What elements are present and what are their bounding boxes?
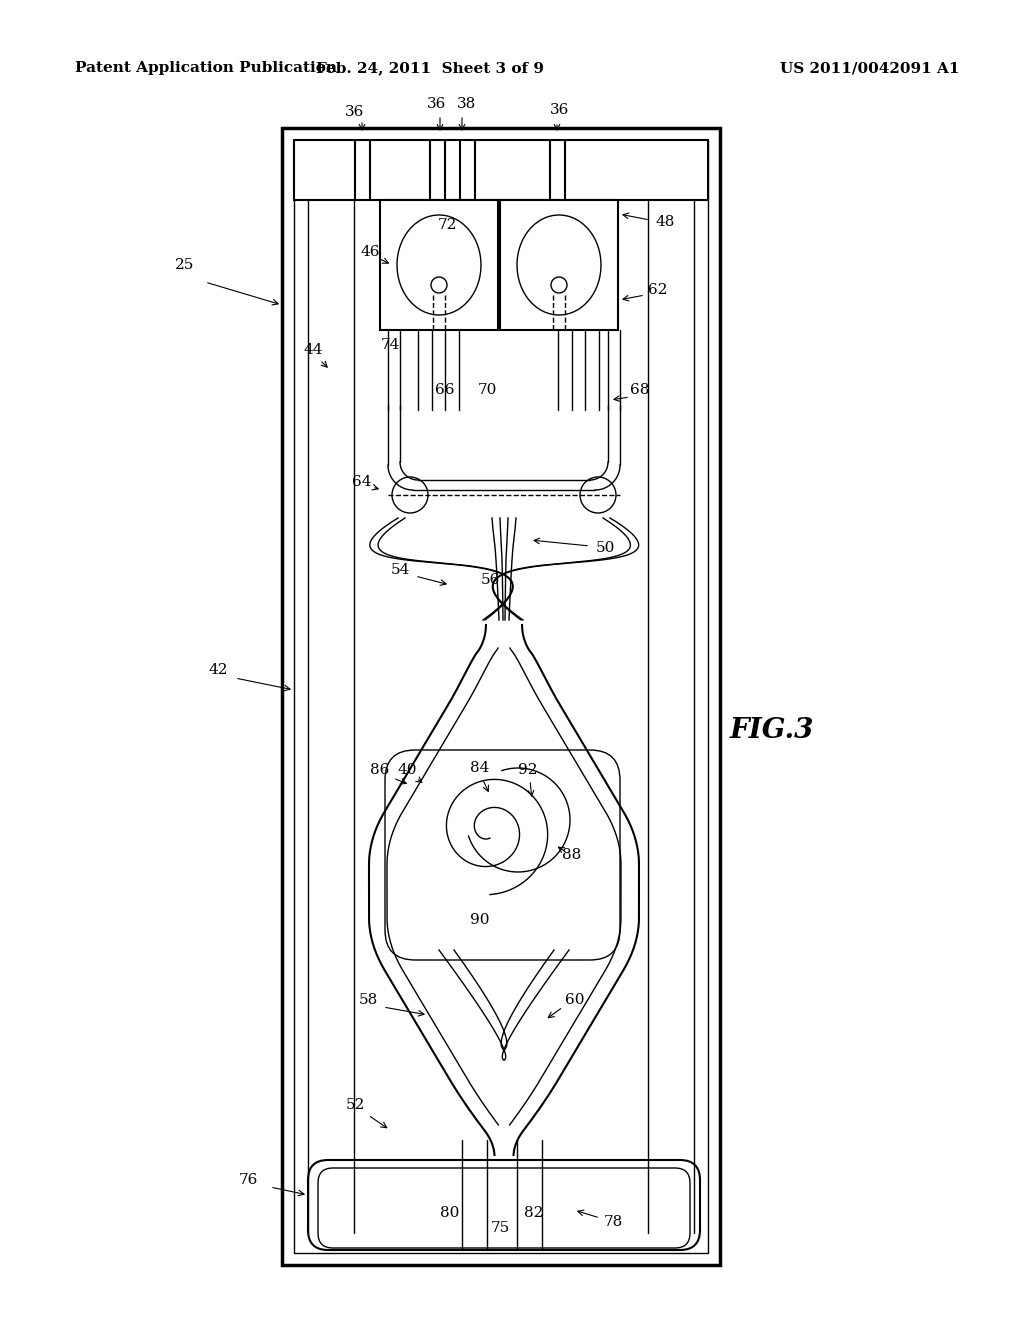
Text: 72: 72 bbox=[437, 218, 457, 232]
Text: US 2011/0042091 A1: US 2011/0042091 A1 bbox=[780, 61, 959, 75]
Text: 56: 56 bbox=[480, 573, 500, 587]
Circle shape bbox=[580, 477, 616, 513]
Bar bbox=[500, 201, 618, 330]
Text: 48: 48 bbox=[655, 215, 675, 228]
Text: 86: 86 bbox=[371, 763, 390, 777]
Text: 64: 64 bbox=[352, 475, 372, 488]
Text: 75: 75 bbox=[490, 1221, 510, 1236]
Text: 42: 42 bbox=[208, 663, 227, 677]
Circle shape bbox=[431, 277, 447, 293]
Text: 54: 54 bbox=[390, 564, 410, 577]
Text: 44: 44 bbox=[303, 343, 323, 356]
Bar bbox=[294, 140, 708, 201]
Circle shape bbox=[483, 822, 497, 837]
Text: 82: 82 bbox=[524, 1206, 544, 1220]
Ellipse shape bbox=[397, 215, 481, 315]
Text: 88: 88 bbox=[562, 847, 582, 862]
Text: 68: 68 bbox=[631, 383, 649, 397]
Text: 38: 38 bbox=[458, 96, 476, 111]
Text: 92: 92 bbox=[518, 763, 538, 777]
Text: 52: 52 bbox=[345, 1098, 365, 1111]
Bar bbox=[380, 201, 498, 330]
Text: 90: 90 bbox=[470, 913, 489, 927]
Text: 36: 36 bbox=[427, 96, 446, 111]
Ellipse shape bbox=[517, 215, 601, 315]
FancyBboxPatch shape bbox=[308, 1160, 700, 1250]
Text: 66: 66 bbox=[435, 383, 455, 397]
Text: 50: 50 bbox=[595, 541, 614, 554]
Text: 80: 80 bbox=[440, 1206, 460, 1220]
Text: Feb. 24, 2011  Sheet 3 of 9: Feb. 24, 2011 Sheet 3 of 9 bbox=[316, 61, 544, 75]
Text: 78: 78 bbox=[603, 1214, 623, 1229]
Text: 62: 62 bbox=[648, 282, 668, 297]
FancyBboxPatch shape bbox=[385, 750, 620, 960]
Text: 25: 25 bbox=[175, 257, 195, 272]
Text: 36: 36 bbox=[345, 106, 365, 119]
Bar bbox=[282, 128, 720, 1265]
Text: 70: 70 bbox=[477, 383, 497, 397]
Text: 40: 40 bbox=[397, 763, 417, 777]
Text: 60: 60 bbox=[565, 993, 585, 1007]
Text: 74: 74 bbox=[380, 338, 399, 352]
Text: 36: 36 bbox=[550, 103, 569, 117]
Text: Patent Application Publication: Patent Application Publication bbox=[75, 61, 337, 75]
Circle shape bbox=[392, 477, 428, 513]
Text: 58: 58 bbox=[358, 993, 378, 1007]
Text: 84: 84 bbox=[470, 762, 489, 775]
Text: FIG.3: FIG.3 bbox=[730, 717, 814, 743]
Text: 76: 76 bbox=[239, 1173, 258, 1187]
Text: 46: 46 bbox=[360, 246, 380, 259]
FancyBboxPatch shape bbox=[318, 1168, 690, 1247]
Circle shape bbox=[551, 277, 567, 293]
Bar bbox=[294, 140, 708, 1253]
